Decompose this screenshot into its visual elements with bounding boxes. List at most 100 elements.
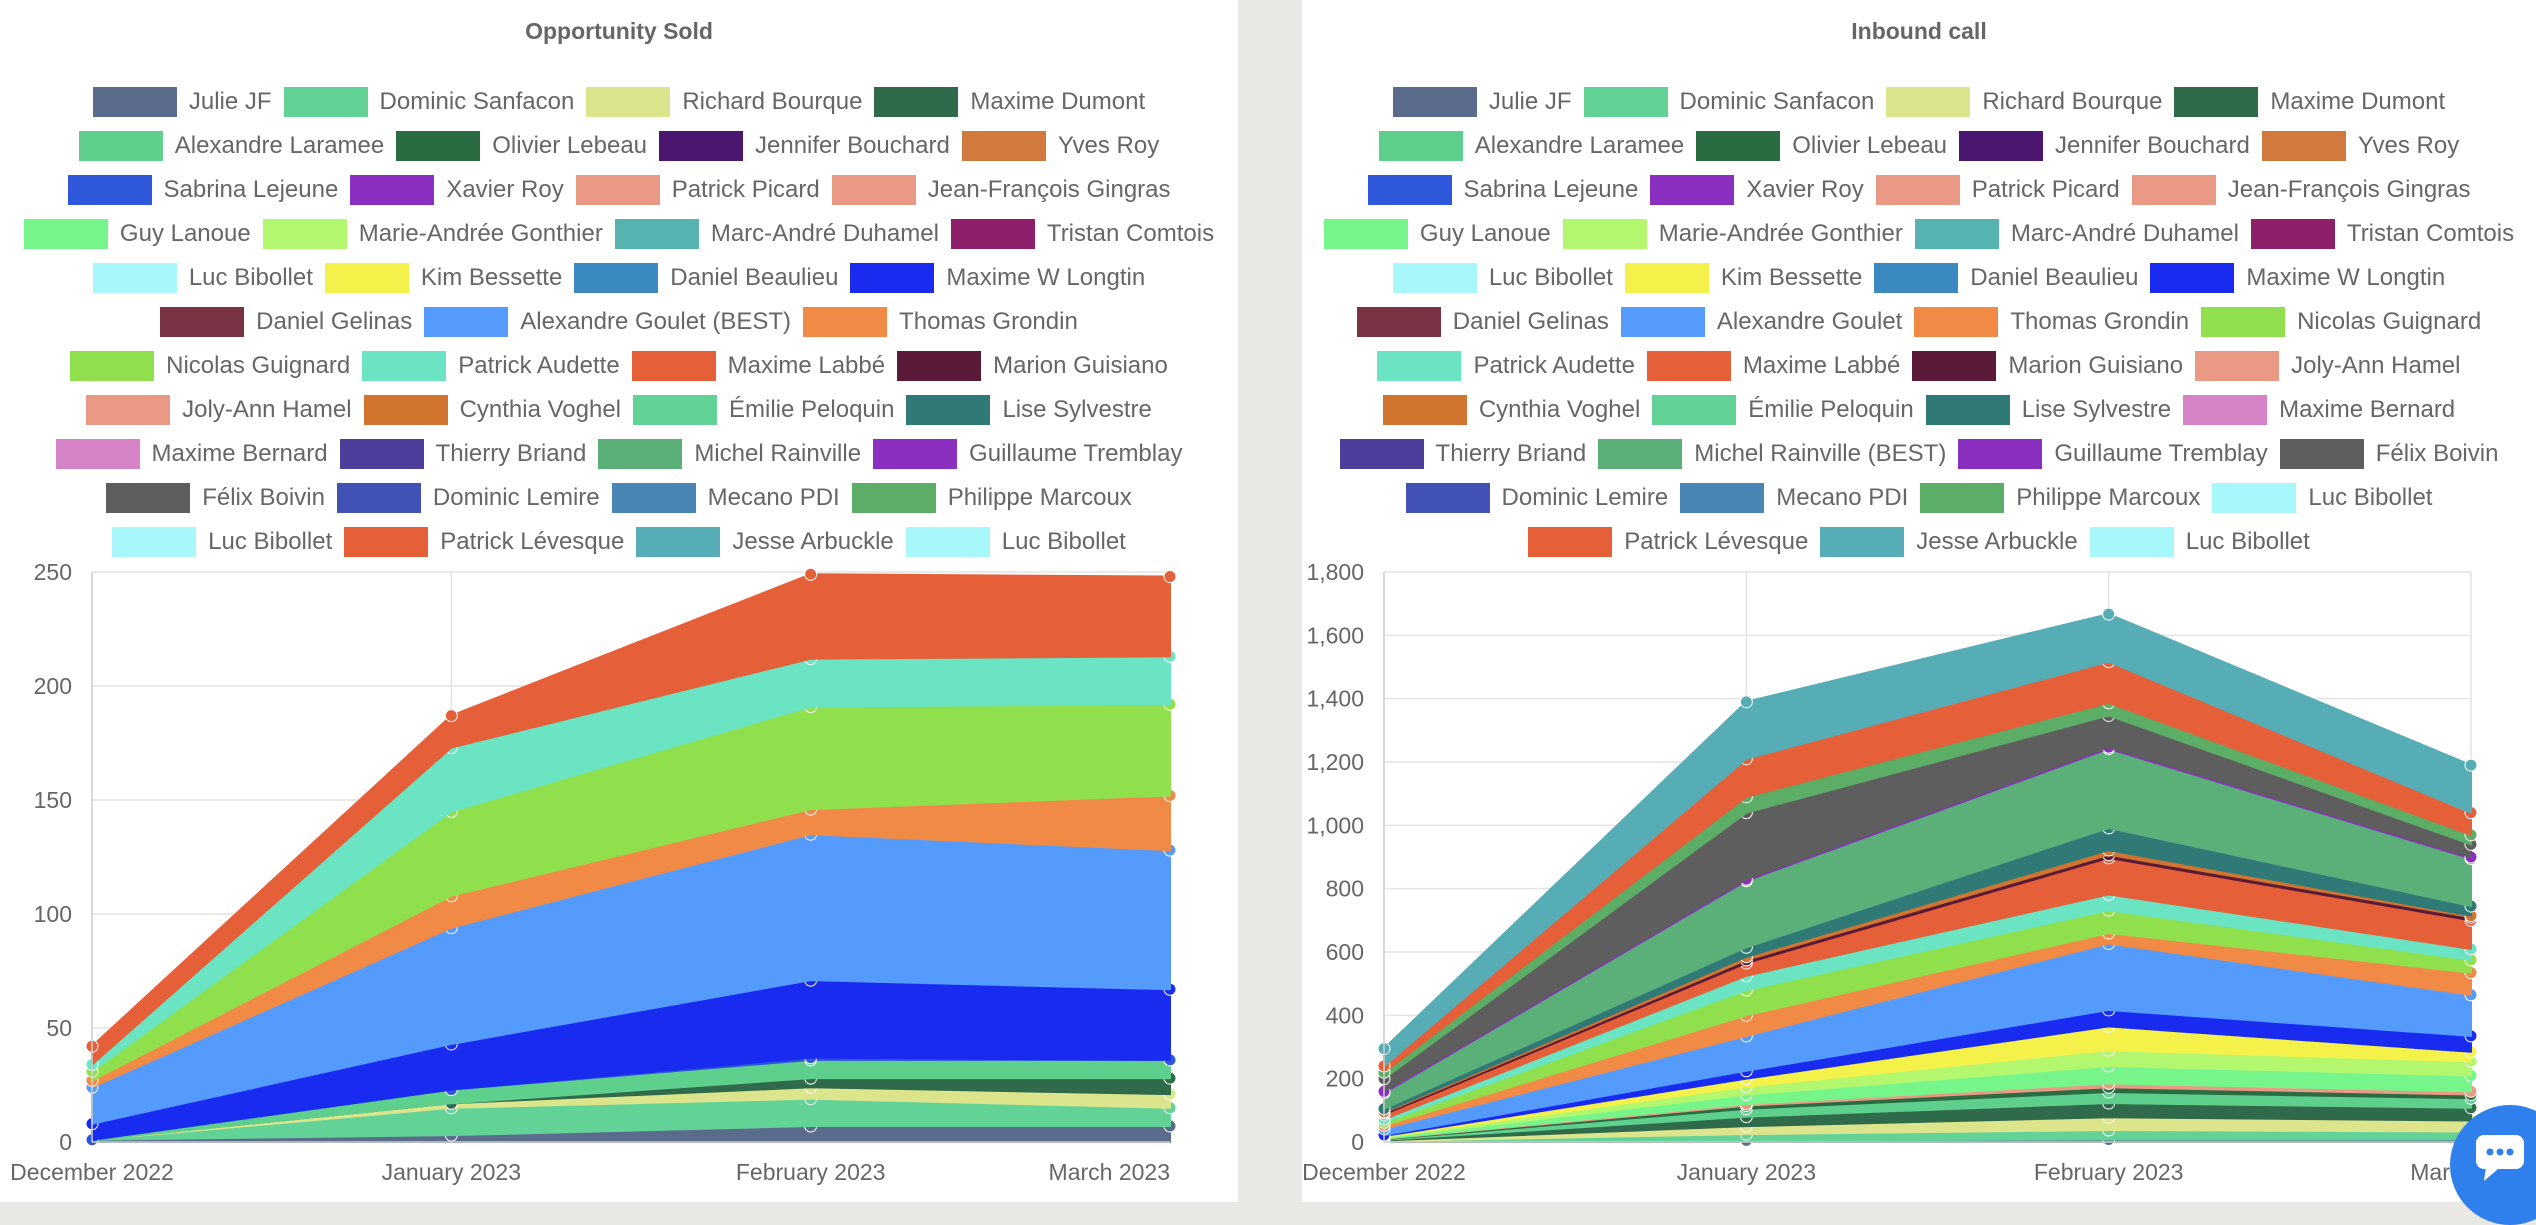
legend-item[interactable]: Michel Rainville bbox=[598, 439, 861, 469]
legend-item[interactable]: Alexandre Laramee bbox=[78, 131, 384, 161]
data-point bbox=[2464, 758, 2478, 772]
legend-item[interactable]: Daniel Beaulieu bbox=[1874, 263, 2138, 293]
legend-item[interactable]: Daniel Gelinas bbox=[1356, 307, 1609, 337]
legend-item[interactable]: Félix Boivin bbox=[2279, 439, 2498, 469]
legend-item[interactable]: Nicolas Guignard bbox=[2201, 307, 2481, 337]
legend-swatch bbox=[1392, 263, 1477, 293]
legend-item[interactable]: Maxime Bernard bbox=[2183, 395, 2455, 425]
legend-item[interactable]: Guillaume Tremblay bbox=[1958, 439, 2268, 469]
legend-item[interactable]: Daniel Gelinas bbox=[160, 307, 412, 337]
legend-item[interactable]: Maxime W Longtin bbox=[850, 263, 1145, 293]
legend-item[interactable]: Daniel Beaulieu bbox=[574, 263, 838, 293]
legend-item[interactable]: Jesse Arbuckle bbox=[1820, 527, 2078, 557]
legend-item[interactable]: Kim Bessette bbox=[1624, 263, 1862, 293]
legend-item[interactable]: Patrick Audette bbox=[362, 351, 620, 381]
legend-item[interactable]: Lise Sylvestre bbox=[1925, 395, 2171, 425]
legend-item[interactable]: Thomas Grondin bbox=[803, 307, 1078, 337]
legend-item[interactable]: Tristan Comtois bbox=[950, 219, 1214, 249]
y-tick-label: 150 bbox=[34, 787, 72, 813]
legend-item[interactable]: Maxime Dumont bbox=[2174, 87, 2445, 117]
legend-item[interactable]: Luc Bibollet bbox=[2089, 527, 2310, 557]
legend-item[interactable]: Marie-Andrée Gonthier bbox=[1562, 219, 1903, 249]
legend-item[interactable]: Maxime Dumont bbox=[874, 87, 1145, 117]
legend-item[interactable]: Tristan Comtois bbox=[2250, 219, 2514, 249]
legend-item[interactable]: Michel Rainville (BEST) bbox=[1598, 439, 1946, 469]
legend-item[interactable]: Mecano PDI bbox=[611, 483, 840, 513]
legend-item[interactable]: Luc Bibollet bbox=[2212, 483, 2432, 513]
legend-item[interactable]: Maxime W Longtin bbox=[2150, 263, 2445, 293]
legend-row: Thierry Briand Michel Rainville (BEST) Gui… bbox=[1302, 432, 2536, 476]
chat-bubble-icon bbox=[2476, 1135, 2524, 1181]
legend-item[interactable]: Jean-François Gingras bbox=[831, 175, 1171, 205]
legend-item[interactable]: Patrick Lévesque bbox=[1528, 527, 1808, 557]
legend-item[interactable]: Guy Lanoue bbox=[1323, 219, 1551, 249]
legend-item[interactable]: Philippe Marcoux bbox=[851, 483, 1132, 513]
legend-swatch bbox=[344, 527, 429, 557]
legend-item[interactable]: Félix Boivin bbox=[106, 483, 325, 513]
legend-item[interactable]: Jennifer Bouchard bbox=[659, 131, 950, 161]
legend-item[interactable]: Jesse Arbuckle bbox=[636, 527, 894, 557]
legend-item[interactable]: Dominic Lemire bbox=[336, 483, 600, 513]
legend-item[interactable]: Xavier Roy bbox=[350, 175, 564, 205]
legend-item[interactable]: Patrick Lévesque bbox=[344, 527, 624, 557]
legend-item[interactable]: Luc Bibollet bbox=[1392, 263, 1613, 293]
legend-item[interactable]: Luc Bibollet bbox=[92, 263, 313, 293]
legend-item[interactable]: Luc Bibollet bbox=[905, 527, 1126, 557]
legend-item[interactable]: Sabrina Lejeune bbox=[67, 175, 338, 205]
legend-item[interactable]: Sabrina Lejeune bbox=[1367, 175, 1638, 205]
legend-item[interactable]: Marc-André Duhamel bbox=[614, 219, 939, 249]
legend-item[interactable]: Olivier Lebeau bbox=[396, 131, 647, 161]
legend-item[interactable]: Émilie Peloquin bbox=[1652, 395, 1914, 425]
legend-item[interactable]: Cynthia Voghel bbox=[363, 395, 621, 425]
legend-item[interactable]: Yves Roy bbox=[2261, 131, 2459, 161]
legend-item[interactable]: Guillaume Tremblay bbox=[873, 439, 1182, 469]
legend-label: Patrick Lévesque bbox=[440, 528, 625, 555]
legend-item[interactable]: Joly-Ann Hamel bbox=[2195, 351, 2461, 381]
legend-item[interactable]: Maxime Labbé bbox=[1646, 351, 1900, 381]
legend-item[interactable]: Philippe Marcoux bbox=[1920, 483, 2200, 513]
legend-item[interactable]: Yves Roy bbox=[961, 131, 1159, 161]
legend-item[interactable]: Marc-André Duhamel bbox=[1914, 219, 2239, 249]
legend-item[interactable]: Nicolas Guignard bbox=[70, 351, 350, 381]
legend-item[interactable]: Jean-François Gingras bbox=[2131, 175, 2471, 205]
legend-item[interactable]: Thomas Grondin bbox=[1914, 307, 2189, 337]
legend-swatch bbox=[70, 351, 155, 381]
legend-item[interactable]: Richard Bourque bbox=[586, 87, 862, 117]
legend-item[interactable]: Alexandre Goulet bbox=[1620, 307, 1902, 337]
legend-item[interactable]: Émilie Peloquin bbox=[633, 395, 894, 425]
legend-item[interactable]: Patrick Audette bbox=[1377, 351, 1635, 381]
legend-item[interactable]: Guy Lanoue bbox=[23, 219, 251, 249]
legend-item[interactable]: Marion Guisiano bbox=[897, 351, 1168, 381]
legend-item[interactable]: Kim Bessette bbox=[324, 263, 562, 293]
legend-item[interactable]: Maxime Labbé bbox=[631, 351, 885, 381]
legend-item[interactable]: Marion Guisiano bbox=[1912, 351, 2183, 381]
legend-row: Guy Lanoue Marie-Andrée Gonthier Marc-Andr… bbox=[1302, 212, 2536, 256]
legend-item[interactable]: Alexandre Goulet (BEST) bbox=[424, 307, 791, 337]
legend-label: Jesse Arbuckle bbox=[1916, 528, 2078, 555]
legend-item[interactable]: Xavier Roy bbox=[1650, 175, 1864, 205]
legend-item[interactable]: Jennifer Bouchard bbox=[1959, 131, 2250, 161]
legend-item[interactable]: Mecano PDI bbox=[1680, 483, 1908, 513]
legend-item[interactable]: Dominic Lemire bbox=[1405, 483, 1668, 513]
legend-item[interactable]: Thierry Briand bbox=[339, 439, 586, 469]
legend-item[interactable]: Julie JF bbox=[92, 87, 272, 117]
legend-swatch bbox=[636, 527, 721, 557]
legend-item[interactable]: Maxime Bernard bbox=[55, 439, 328, 469]
legend-item[interactable]: Marie-Andrée Gonthier bbox=[262, 219, 603, 249]
legend-item[interactable]: Alexandre Laramee bbox=[1378, 131, 1684, 161]
legend-label: Marc-André Duhamel bbox=[710, 220, 939, 247]
legend-item[interactable]: Luc Bibollet bbox=[112, 527, 332, 557]
legend-item[interactable]: Patrick Picard bbox=[575, 175, 820, 205]
legend-item[interactable]: Richard Bourque bbox=[1886, 87, 2162, 117]
y-tick-label: 1,600 bbox=[1306, 622, 1364, 648]
legend-item[interactable]: Thierry Briand bbox=[1339, 439, 1586, 469]
legend-item[interactable]: Dominic Sanfacon bbox=[1583, 87, 1874, 117]
legend-swatch bbox=[362, 351, 447, 381]
legend-item[interactable]: Olivier Lebeau bbox=[1696, 131, 1947, 161]
legend-item[interactable]: Patrick Picard bbox=[1875, 175, 2120, 205]
legend-item[interactable]: Dominic Sanfacon bbox=[283, 87, 574, 117]
legend-item[interactable]: Lise Sylvestre bbox=[906, 395, 1152, 425]
legend-item[interactable]: Julie JF bbox=[1392, 87, 1572, 117]
legend-item[interactable]: Cynthia Voghel bbox=[1382, 395, 1640, 425]
legend-item[interactable]: Joly-Ann Hamel bbox=[86, 395, 352, 425]
